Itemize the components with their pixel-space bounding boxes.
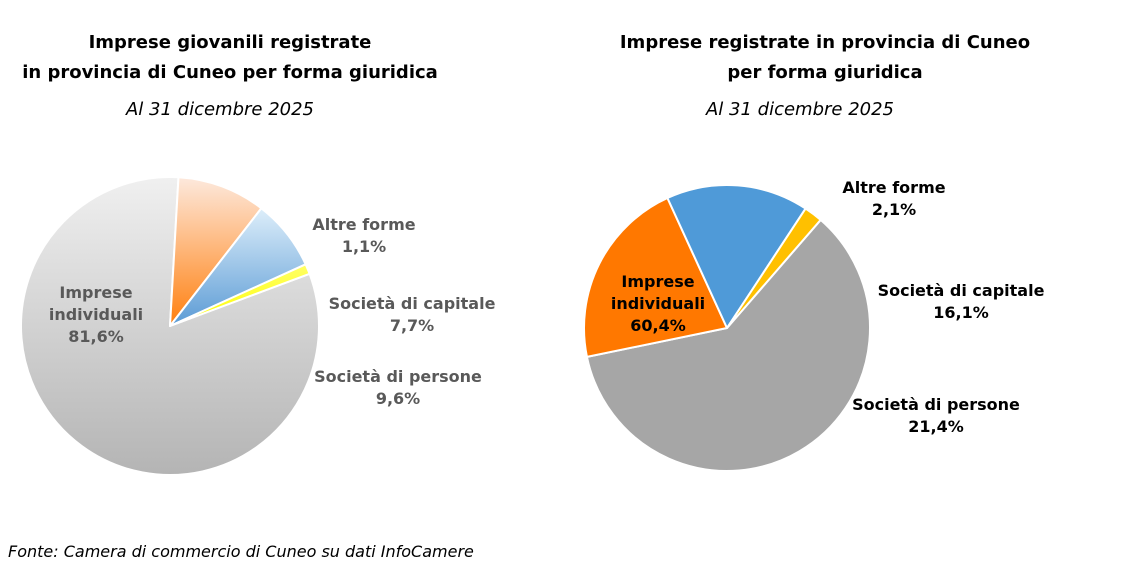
pie-slice-altre-forme-right	[726, 207, 822, 329]
pie-slice-societa-di-capitale-right	[666, 184, 807, 329]
chart-title-left-line-2: in provincia di Cuneo per forma giuridic…	[22, 62, 438, 83]
slice-label-societa-di-capitale-right: Società di capitale 16,1%	[878, 281, 1045, 322]
slice-label-societa-di-capitale-left: Società di capitale 7,7%	[329, 294, 496, 335]
slice-label-imprese-individuali-right: Imprese individuali 60,4%	[611, 272, 705, 335]
chart-title-right: Imprese registrate in provincia di Cuneo…	[560, 28, 1090, 88]
pie-chart-left: Imprese individuali 81,6% Società di person…	[20, 176, 496, 476]
pie-slice-societa-di-persone-left	[169, 176, 263, 327]
chart-subtitle-right: Al 31 dicembre 2025	[705, 99, 895, 120]
chart-title-right-line-1: Imprese registrate in provincia di Cuneo	[619, 32, 1031, 53]
chart-title-left: Imprese giovanili registrate in provinci…	[20, 28, 440, 88]
chart-panel-right: Imprese individuali 60,4% Società di person…	[560, 0, 1121, 520]
slice-label-altre-forme-left: Altre forme 1,1%	[312, 215, 415, 256]
slice-label-societa-di-persone-right: Società di persone 21,4%	[852, 395, 1020, 436]
slice-label-societa-di-persone-left: Società di persone 9,6%	[314, 367, 482, 408]
chart-panel-left: Imprese individuali 81,6% Società di person…	[0, 0, 560, 520]
chart-title-left-line-1: Imprese giovanili registrate	[88, 32, 372, 53]
pie-slice-imprese-individuali-right	[585, 218, 871, 472]
pie-slice-societa-di-persone-right	[583, 197, 728, 358]
pie-chart-right: Imprese individuali 60,4% Società di person…	[583, 178, 1045, 472]
chart-title-right-line-2: per forma giuridica	[727, 62, 923, 83]
chart-subtitle-left: Al 31 dicembre 2025	[125, 99, 315, 120]
slice-label-altre-forme-right: Altre forme 2,1%	[842, 178, 945, 219]
pie-slice-altre-forme-left	[169, 263, 311, 327]
slice-label-imprese-individuali-left: Imprese individuali 81,6%	[49, 283, 143, 346]
source-note: Fonte: Camera di commercio di Cuneo su d…	[8, 542, 474, 561]
